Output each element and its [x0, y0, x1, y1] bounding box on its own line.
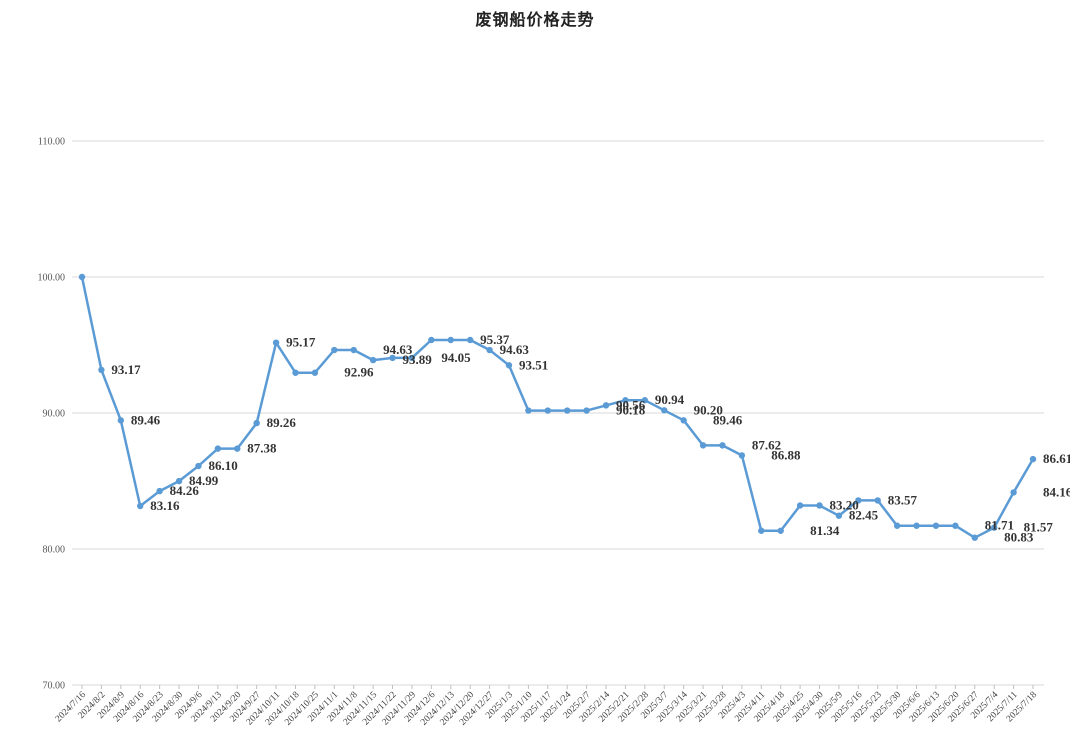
data-point [78, 273, 86, 281]
y-tick-label: 80.00 [43, 545, 66, 556]
data-label: 81.57 [1024, 520, 1054, 535]
data-point [117, 417, 125, 424]
data-label: 90.18 [616, 403, 646, 418]
data-label: 86.61 [1043, 451, 1070, 466]
data-label: 90.20 [694, 402, 723, 417]
data-label: 90.94 [655, 392, 685, 407]
data-point [661, 407, 668, 414]
data-label: 90.56 [616, 397, 646, 412]
data-point [874, 497, 881, 504]
data-point [544, 407, 551, 414]
data-label: 81.71 [985, 518, 1014, 533]
data-point [253, 419, 260, 427]
data-point [738, 452, 746, 459]
data-label: 81.34 [810, 523, 840, 538]
data-point [311, 369, 319, 376]
data-point [214, 445, 222, 452]
data-label: 95.37 [480, 332, 510, 347]
data-label: 89.46 [131, 412, 161, 427]
data-label: 83.16 [150, 498, 180, 513]
data-point [641, 397, 649, 404]
data-point [893, 522, 901, 529]
data-point [369, 356, 377, 364]
data-point [816, 502, 823, 509]
y-tick-label: 110.00 [38, 137, 65, 148]
data-point [272, 339, 280, 346]
data-point [408, 354, 416, 362]
y-tick-label: 90.00 [43, 409, 66, 420]
data-point [564, 407, 571, 414]
data-point [932, 522, 940, 529]
data-point [913, 522, 920, 529]
data-point [1029, 455, 1037, 463]
data-label: 87.62 [752, 437, 781, 452]
data-point [622, 397, 629, 404]
x-axis: 2024/7/162024/8/22024/8/92024/8/162024/8… [54, 685, 1039, 728]
data-point [466, 336, 474, 344]
data-point [98, 366, 105, 374]
data-point [855, 497, 862, 504]
grid-lines [72, 140, 1044, 686]
data-point [428, 336, 435, 344]
series-line [80, 276, 1035, 539]
data-point [777, 527, 784, 534]
data-label: 89.26 [267, 415, 297, 430]
data-point [447, 336, 454, 344]
data-point [195, 462, 202, 470]
data-label: 82.45 [849, 508, 879, 523]
data-point [699, 442, 707, 449]
data-point [175, 477, 183, 485]
data-point [505, 362, 513, 369]
series-points [78, 273, 1037, 541]
data-label: 86.10 [208, 458, 237, 473]
data-point [292, 369, 299, 376]
data-point [486, 346, 493, 354]
data-point [952, 522, 959, 529]
data-point [583, 407, 590, 414]
data-point [156, 487, 163, 495]
data-label: 84.99 [189, 473, 219, 488]
y-tick-label: 70.00 [43, 681, 66, 692]
data-point [331, 346, 338, 354]
data-label: 93.51 [519, 357, 548, 372]
price-line [80, 276, 1035, 539]
data-label: 83.57 [888, 492, 918, 507]
data-point [680, 417, 687, 424]
data-point [758, 527, 765, 534]
data-point [137, 502, 144, 510]
data-point [602, 402, 610, 409]
data-point [971, 534, 978, 541]
data-label: 94.63 [500, 342, 530, 357]
data-label: 92.96 [344, 365, 374, 380]
data-point [835, 512, 843, 519]
data-label: 94.63 [383, 342, 413, 357]
data-label: 93.17 [111, 362, 141, 377]
data-label: 87.38 [247, 441, 277, 456]
data-point [350, 346, 357, 354]
data-label: 84.16 [1043, 484, 1070, 499]
chart-title: 废钢船价格走势 [475, 10, 595, 29]
data-label: 93.89 [403, 352, 433, 367]
data-point [1010, 489, 1017, 496]
data-point [719, 442, 726, 449]
data-label: 80.83 [1004, 530, 1034, 545]
data-label: 86.88 [771, 447, 801, 462]
data-point [389, 354, 396, 362]
y-tick-label: 100.00 [38, 273, 66, 284]
data-label: 89.46 [713, 412, 743, 427]
data-point [796, 502, 804, 509]
y-axis: 70.00 80.00 90.00 100.00 110.00 [38, 137, 66, 692]
data-label: 83.20 [830, 497, 859, 512]
data-point [525, 407, 532, 414]
data-label: 95.17 [286, 335, 316, 350]
data-label: 94.05 [441, 350, 471, 365]
data-point [990, 524, 998, 531]
data-label: 84.26 [170, 483, 200, 498]
data-point [234, 445, 241, 452]
